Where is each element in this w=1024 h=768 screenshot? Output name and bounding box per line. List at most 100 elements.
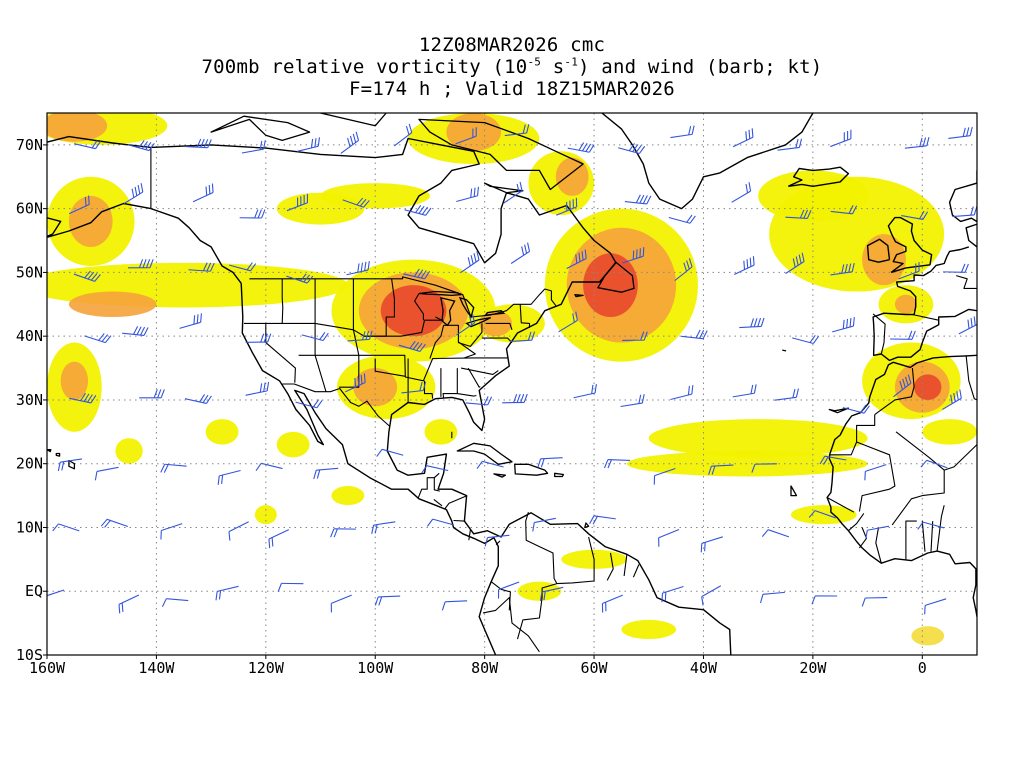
border-line — [875, 527, 882, 564]
wind-barb — [924, 598, 947, 615]
border-line — [606, 552, 614, 581]
wind-barb — [94, 466, 119, 481]
border-line — [364, 278, 395, 337]
wind-barb — [404, 205, 432, 216]
wind-barb — [160, 523, 183, 540]
wind-barb — [179, 313, 202, 329]
wind-barb — [502, 393, 528, 404]
wind-barb — [589, 515, 616, 525]
wind-barb — [313, 467, 339, 480]
wind-barb — [532, 517, 556, 532]
longitude-label: 160W — [29, 659, 66, 677]
wind-barb — [761, 529, 790, 538]
title-line-2-unit: s — [541, 56, 565, 78]
island-outline — [418, 118, 584, 191]
wind-barb — [503, 181, 523, 204]
wind-barb — [661, 585, 684, 603]
vorticity-region-level-1 — [276, 431, 310, 458]
island-outline — [574, 294, 584, 298]
border-line — [556, 536, 595, 585]
wind-barb — [277, 582, 304, 592]
wind-barb — [668, 214, 696, 224]
plot-title: 12Z08MAR2026 cmc 700mb relative vorticit… — [0, 34, 1024, 100]
vorticity-region-level-3 — [894, 294, 917, 314]
border-line — [453, 519, 465, 522]
wind-barb — [792, 334, 820, 345]
wind-barb — [296, 137, 320, 152]
island-outline — [55, 452, 61, 457]
border-line — [495, 540, 501, 546]
wind-barb — [943, 263, 969, 273]
border-line — [891, 431, 945, 526]
vorticity-region-level-3 — [68, 291, 157, 318]
vorticity-region-level-3 — [68, 195, 113, 247]
wind-barb — [893, 374, 912, 398]
wind-barb — [539, 586, 564, 602]
longitude-label: 140W — [138, 659, 175, 677]
wind-barb — [681, 329, 708, 340]
island-outline — [493, 473, 507, 478]
wind-barb — [890, 330, 916, 340]
border-line — [525, 512, 558, 584]
border-line — [936, 505, 945, 552]
wind-barb — [374, 595, 401, 606]
wind-barb — [286, 193, 309, 212]
wind-barb — [74, 140, 102, 150]
wind-barb — [239, 209, 266, 219]
coastline — [866, 238, 891, 263]
border-line — [485, 322, 513, 330]
vorticity-region-level-1 — [424, 419, 458, 445]
latitude-label: 70N — [16, 136, 43, 154]
wind-barb — [139, 389, 165, 399]
vorticity-region-level-3 — [60, 361, 89, 400]
border-line — [468, 529, 471, 541]
island-outline — [584, 522, 590, 529]
wind-barb — [100, 518, 128, 528]
wind-barb — [268, 529, 290, 549]
wind-barb — [497, 581, 520, 599]
border-line — [374, 358, 406, 377]
border-line — [856, 441, 896, 512]
border-line — [848, 513, 865, 532]
wind-barb — [57, 458, 83, 472]
border-line — [417, 472, 440, 500]
wind-barb — [401, 381, 427, 394]
wind-barb — [567, 142, 595, 153]
title-line-2-text: 700mb relative vorticity (10 — [201, 56, 528, 78]
wind-barb — [421, 465, 449, 474]
wind-barb — [901, 210, 929, 221]
wind-barb — [510, 242, 531, 264]
island-outline — [483, 182, 524, 194]
title-line-2: 700mb relative vorticity (10-5 s-1) and … — [0, 56, 1024, 78]
island-outline — [554, 472, 565, 478]
wind-barb — [47, 589, 65, 598]
wind-barb — [127, 140, 155, 152]
wind-barb — [732, 128, 754, 148]
vorticity-region-level-1 — [922, 419, 977, 445]
wind-barb — [347, 330, 373, 342]
coastline — [788, 166, 850, 187]
wind-barb — [917, 521, 945, 530]
border-line — [965, 355, 977, 401]
wind-barb — [601, 594, 623, 613]
wind-barb — [700, 536, 723, 553]
border-line — [632, 564, 640, 578]
border-line — [944, 444, 977, 471]
coastlines — [47, 113, 977, 655]
border-line — [460, 367, 499, 375]
coastline — [887, 216, 933, 274]
wind-barb — [161, 598, 189, 608]
wind-barb — [537, 457, 563, 468]
island-outline — [514, 463, 549, 476]
lake-outline — [418, 290, 462, 297]
wind-barb — [188, 262, 215, 272]
coastline — [600, 113, 814, 210]
longitude-label: 100W — [357, 659, 394, 677]
wind-barb — [670, 385, 694, 401]
wind-barb — [622, 331, 648, 341]
longitude-label: 40W — [690, 659, 718, 677]
title-line-1: 12Z08MAR2026 cmc — [418, 34, 606, 56]
wind-barb — [376, 448, 404, 457]
